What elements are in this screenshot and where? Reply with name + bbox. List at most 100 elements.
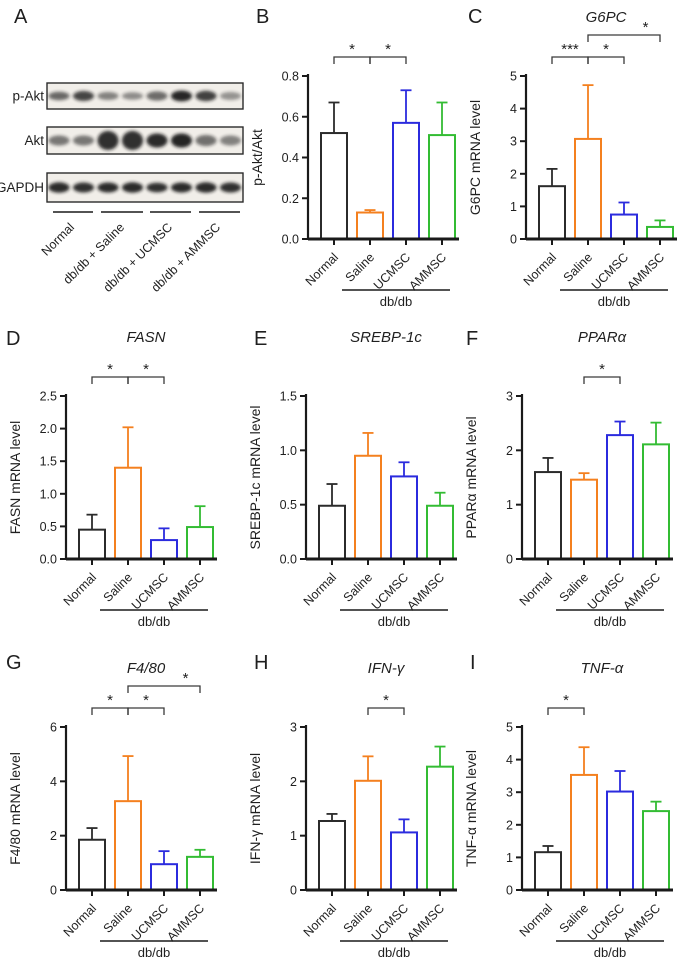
x-label-Normal: Normal <box>303 250 341 288</box>
blot-band <box>220 135 241 146</box>
sig-bracket <box>587 56 625 64</box>
panel-letter-d: D <box>6 328 21 350</box>
chart-title: SREBP-1c <box>350 329 422 346</box>
blot-band <box>195 90 217 102</box>
x-label-Saline: Saline <box>341 901 376 936</box>
y-tick-label: 1.0 <box>280 444 297 458</box>
x-label-AMMSC: AMMSC <box>404 901 447 944</box>
y-tick-label: 6 <box>50 721 57 735</box>
y-axis-label: FASN mRNA level <box>7 421 23 535</box>
chart-svg-B: p-Akt/Akt 0.0 0.2 0.4 0.6 0.8 Normal SalineUCMS… <box>249 41 459 309</box>
panel-letter-c: C <box>468 6 483 28</box>
sig-star: * <box>349 41 355 58</box>
group-label: db/db <box>138 945 171 960</box>
sig-bracket <box>127 376 165 384</box>
y-tick-label: 0.6 <box>282 110 299 124</box>
x-label-UCMSC: UCMSC <box>369 570 411 612</box>
lane-group-label: Normal <box>39 220 77 258</box>
panel-letter-i: I <box>470 652 477 674</box>
sig-star: * <box>385 41 391 58</box>
blot-band <box>97 92 119 100</box>
x-label-AMMSC: AMMSC <box>620 570 663 613</box>
bar-Normal <box>318 819 346 892</box>
sig-bracket <box>369 56 407 64</box>
y-tick-label: 2 <box>510 167 517 181</box>
y-tick-label: 2 <box>506 444 513 458</box>
y-tick-label: 4 <box>510 102 517 116</box>
group-label: db/db <box>594 614 627 629</box>
x-label-AMMSC: AMMSC <box>404 570 447 613</box>
bar-AMMSC <box>646 225 674 241</box>
y-tick-label: 5 <box>506 721 513 735</box>
bar-Saline <box>354 454 382 560</box>
panel-d-chart: FASN FASN mRNA level 0.0 0.5 1.0 1.5 2.0 2.5 Nor… <box>4 322 226 639</box>
y-tick-label: 2.0 <box>40 422 57 436</box>
y-tick-label: 3 <box>510 135 517 149</box>
bar-AMMSC <box>186 855 214 892</box>
group-label: db/db <box>598 294 631 309</box>
y-axis-label: SREBP-1c mRNA level <box>247 406 263 550</box>
blot-band <box>146 182 168 193</box>
sig-bracket <box>127 685 201 693</box>
sig-bracket <box>127 707 165 715</box>
group-label: db/db <box>380 294 413 309</box>
chart-title: F4/80 <box>127 660 166 677</box>
x-label-Saline: Saline <box>101 901 136 936</box>
y-tick-label: 0 <box>506 884 513 898</box>
x-label-UCMSC: UCMSC <box>129 570 171 612</box>
y-tick-label: 1.0 <box>40 487 57 501</box>
sig-star: *** <box>561 41 579 58</box>
y-tick-label: 2 <box>50 829 57 843</box>
group-label: db/db <box>378 614 411 629</box>
chart-svg-H: IFN-γ IFN-γ mRNA level 0 1 2 3 Normal SalineUCM… <box>247 660 457 960</box>
panel-i-chart: TNF-α TNF-α mRNA level 0 1 2 3 4 5 Normal Saline U… <box>460 653 682 970</box>
y-tick-label: 4 <box>50 775 57 789</box>
bar-Saline <box>574 137 602 240</box>
y-tick-label: 3 <box>506 786 513 800</box>
x-label-Saline: Saline <box>343 250 378 285</box>
blot-band <box>220 92 241 100</box>
bar-UCMSC <box>150 863 178 891</box>
y-axis-label: F4/80 mRNA level <box>7 752 23 865</box>
panel-letter-h: H <box>254 652 269 674</box>
panel-b-chart: p-Akt/Akt 0.0 0.2 0.4 0.6 0.8 Normal Saline UCMS… <box>246 2 468 319</box>
panel-letter-g: G <box>6 652 23 674</box>
panel-a-western-blot: p-Akt Akt GAPDH Normal db/db + Saline db/db +… <box>0 0 250 310</box>
sig-bracket <box>587 34 661 42</box>
blot-band <box>195 182 217 193</box>
sig-star: * <box>183 670 189 687</box>
panel-f-chart: PPARα PPARα mRNA level 0 1 2 3 Normal Saline UCM… <box>460 322 682 639</box>
x-label-UCMSC: UCMSC <box>589 250 631 292</box>
blot-band <box>73 182 94 193</box>
y-tick-label: 0 <box>50 884 57 898</box>
bar-AMMSC <box>426 504 454 560</box>
blot-band <box>171 182 192 193</box>
y-tick-label: 2.5 <box>40 390 57 404</box>
x-label-Normal: Normal <box>61 570 99 608</box>
y-tick-label: 1.5 <box>280 390 297 404</box>
blot-row-label: Akt <box>24 133 44 148</box>
y-axis-label: PPARα mRNA level <box>463 416 479 538</box>
blot-band <box>122 92 143 100</box>
y-tick-label: 1 <box>506 851 513 865</box>
bar-Saline <box>570 773 598 891</box>
x-label-Normal: Normal <box>517 570 555 608</box>
bar-Normal <box>78 838 106 892</box>
sig-star: * <box>643 19 649 36</box>
chart-title: PPARα <box>578 329 627 346</box>
chart-svg-I: TNF-α TNF-α mRNA level 0 1 2 3 4 5 Normal SalineU… <box>463 660 673 960</box>
sig-star: * <box>143 692 149 709</box>
y-tick-label: 0.4 <box>282 151 299 165</box>
bar-Saline <box>570 478 598 561</box>
x-label-UCMSC: UCMSC <box>585 570 627 612</box>
x-label-Saline: Saline <box>557 901 592 936</box>
blot-band <box>48 135 70 146</box>
blot-band <box>73 135 94 146</box>
bar-AMMSC <box>642 810 670 891</box>
blot-band <box>48 91 70 101</box>
blot-band <box>122 131 143 150</box>
sig-bracket <box>91 707 129 715</box>
x-label-UCMSC: UCMSC <box>129 901 171 943</box>
x-label-AMMSC: AMMSC <box>406 250 449 293</box>
